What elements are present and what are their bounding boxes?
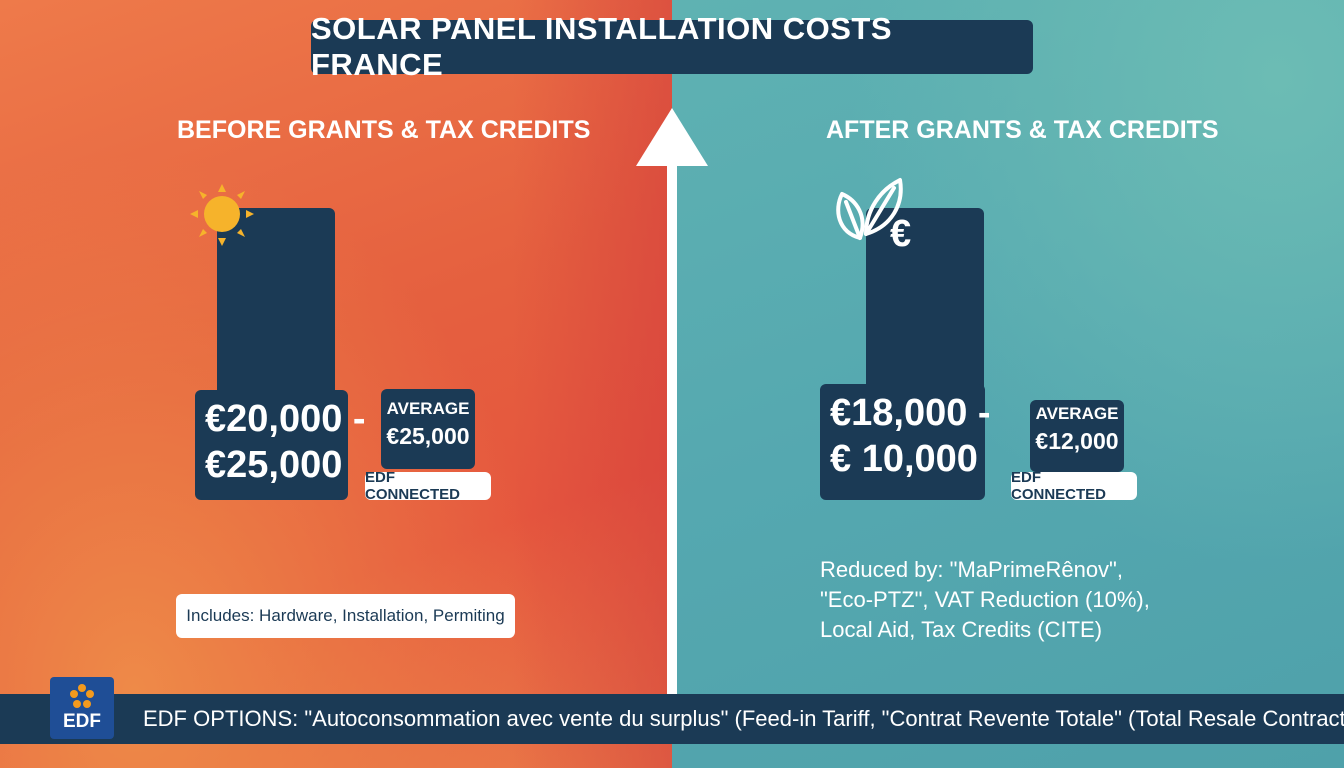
before-average-label: AVERAGE	[386, 399, 470, 418]
before-average-box: AVERAGE €25,000	[381, 389, 475, 469]
reduced-line-2: "Eco-PTZ", VAT Reduction (10%),	[820, 587, 1150, 612]
before-heading: BEFORE GRANTS & TAX CREDITS	[177, 116, 591, 144]
edf-flower-icon	[70, 684, 94, 708]
before-average-value: €25,000	[386, 423, 470, 449]
before-edf-connected-tag: EDF CONNECTED	[365, 469, 491, 503]
after-average-box: AVERAGE €12,000	[1030, 400, 1124, 472]
sun-icon	[190, 184, 254, 246]
leaf-icon	[836, 178, 903, 240]
after-panel-background	[672, 0, 1344, 768]
before-cost-bar	[217, 208, 335, 408]
after-price-box: €18,000 - € 10,000	[820, 384, 991, 500]
reduced-line-1: Reduced by: "MaPrimeRênov",	[820, 557, 1123, 582]
euro-symbol: €	[890, 213, 912, 255]
after-reduced-note: Reduced by: "MaPrimeRênov", "Eco-PTZ", V…	[820, 555, 1180, 645]
after-edf-connected-tag: EDF CONNECTED	[1011, 469, 1137, 503]
page-title: SOLAR PANEL INSTALLATION COSTS FRANCE	[311, 11, 1033, 82]
after-price-line2: € 10,000	[830, 438, 978, 480]
reduced-line-3: Local Aid, Tax Credits (CITE)	[820, 617, 1103, 642]
footer-edf-options: EDF OPTIONS: "Autoconsommation avec vent…	[143, 706, 1344, 731]
before-price-box: €20,000 - €25,000	[195, 390, 366, 500]
after-average-label: AVERAGE	[1035, 404, 1119, 423]
before-includes-note: Includes: Hardware, Installation, Permit…	[176, 594, 515, 638]
edf-logo-text: EDF	[63, 711, 101, 732]
edf-logo: EDF	[50, 677, 114, 739]
after-heading: AFTER GRANTS & TAX CREDITS	[826, 116, 1219, 144]
before-price-line1: €20,000 -	[205, 398, 366, 440]
footer-banner: EDF OPTIONS: "Autoconsommation avec vent…	[0, 694, 1344, 744]
after-average-value: €12,000	[1035, 428, 1119, 454]
after-price-line1: €18,000 -	[830, 392, 991, 434]
after-cost-bar	[866, 208, 984, 403]
before-price-line2: €25,000	[205, 444, 343, 486]
divider-arrow-shaft	[667, 150, 677, 695]
up-arrow-icon	[636, 108, 708, 166]
